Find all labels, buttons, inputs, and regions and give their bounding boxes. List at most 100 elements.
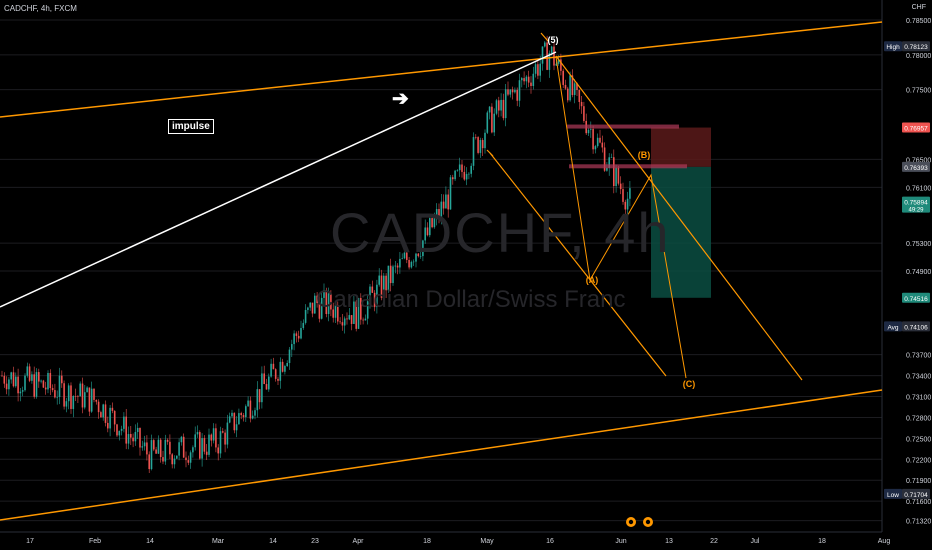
candle-body	[281, 361, 284, 372]
candle-body	[557, 59, 560, 64]
candle-body	[166, 439, 169, 442]
price-tick-label: 0.76100	[906, 185, 931, 192]
candle-body	[465, 173, 468, 180]
candle-body	[392, 266, 394, 284]
candle-body	[159, 439, 162, 458]
candle-body	[102, 404, 104, 418]
candle-body	[472, 137, 475, 166]
candle-body	[5, 383, 8, 390]
candle-body	[254, 410, 256, 416]
candle-body	[74, 395, 77, 397]
price-tick-label: 0.72200	[906, 457, 931, 464]
candle-body	[169, 441, 171, 455]
candle-body	[143, 442, 146, 447]
candle-body	[596, 137, 599, 147]
candle-body	[205, 451, 208, 455]
candle-body	[578, 89, 581, 102]
candle-body	[130, 434, 132, 438]
upper-trendline	[0, 21, 883, 118]
candle-body	[274, 369, 277, 379]
candle-body	[555, 63, 558, 66]
candle-body	[571, 75, 574, 95]
price-tick-label: 0.76500	[906, 157, 931, 164]
candle-body	[263, 373, 265, 385]
candle-body	[422, 240, 424, 257]
candle-body	[247, 400, 249, 407]
price-tick-label: 0.71320	[906, 519, 931, 526]
candle-body	[502, 99, 505, 119]
candle-body	[550, 46, 553, 53]
candle-body	[412, 261, 415, 263]
candle-body	[12, 372, 15, 387]
candle-body	[51, 388, 54, 391]
candle-body	[544, 42, 546, 47]
price-badge	[902, 292, 930, 303]
candle-body	[93, 388, 95, 400]
candle-body	[222, 431, 224, 433]
candle-body	[385, 275, 387, 291]
candle-body	[56, 396, 58, 398]
time-tick-label: 18	[818, 538, 826, 545]
candle-body	[104, 404, 107, 423]
time-tick-label: 18	[423, 538, 431, 545]
candle-body	[231, 412, 233, 417]
candle-body	[433, 218, 436, 228]
candle-body	[378, 275, 380, 285]
price-badge-value: 0.76957	[904, 126, 928, 133]
candle-body	[240, 413, 242, 416]
candle-body	[304, 309, 307, 323]
candle-body	[590, 129, 592, 130]
candle-body	[182, 436, 185, 458]
price-label-tag	[884, 41, 902, 52]
candle-body	[15, 376, 17, 387]
candle-body	[291, 344, 293, 350]
candle-body	[300, 328, 302, 339]
candle-body	[196, 432, 199, 435]
candle-body	[445, 194, 447, 209]
candle-body	[261, 373, 263, 403]
candle-body	[537, 64, 539, 76]
candle-body	[626, 198, 629, 210]
candle-body	[109, 407, 111, 429]
candle-body	[208, 434, 210, 455]
wave-label: (5)	[548, 35, 559, 45]
price-badge-value: 0.75894	[904, 200, 928, 207]
candle-body	[212, 428, 215, 441]
candle-body	[63, 383, 65, 407]
candle-body	[309, 302, 311, 308]
candle-body	[86, 387, 88, 393]
price-label-tag	[884, 321, 902, 332]
price-label-name: Low	[887, 492, 899, 499]
candle-body	[314, 295, 316, 314]
candle-body	[509, 89, 512, 95]
price-badge	[902, 488, 930, 499]
candle-body	[424, 227, 426, 241]
wave-label: (A)	[586, 275, 599, 285]
price-badge	[902, 321, 930, 332]
candle-body	[19, 391, 22, 394]
candle-body	[17, 376, 19, 394]
candle-body	[468, 173, 470, 175]
candle-body	[601, 142, 604, 148]
candle-body	[10, 372, 12, 380]
candle-body	[164, 439, 167, 462]
wave-tick	[486, 149, 494, 157]
candle-body	[495, 100, 498, 114]
candle-body	[613, 157, 615, 187]
candle-body	[245, 406, 247, 418]
candle-body	[49, 372, 52, 389]
candle-body	[624, 201, 627, 210]
candle-body	[79, 383, 81, 397]
candle-body	[148, 454, 150, 470]
candle-body	[320, 297, 323, 319]
candle-body	[238, 413, 240, 425]
candle-body	[438, 209, 440, 219]
symbol-title: CADCHF, 4h, FXCM	[4, 4, 77, 13]
candle-body	[463, 171, 466, 180]
candle-body	[458, 164, 461, 171]
candle-body	[339, 321, 341, 323]
time-tick-label: 17	[26, 538, 34, 545]
candle-body	[116, 424, 118, 436]
candle-body	[396, 265, 399, 268]
